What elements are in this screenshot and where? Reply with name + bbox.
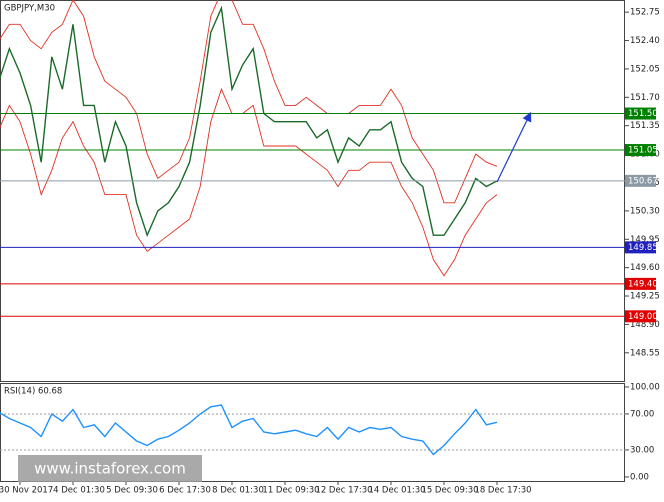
y-tick-label: 100.00 <box>630 382 660 392</box>
y-tick-label: 149.95 <box>630 235 660 245</box>
y-tick-label: 148.55 <box>630 348 660 358</box>
series-line <box>0 0 498 204</box>
level-label-box <box>625 107 656 120</box>
watermark: www.instaforex.com <box>34 460 186 478</box>
y-tick-label: 149.25 <box>630 292 660 302</box>
y-tick-label: 70.00 <box>630 409 654 419</box>
watermark-box <box>18 455 202 482</box>
x-tick-label: 4 Dec 01:30 <box>53 486 105 496</box>
y-tick-label: 152.75 <box>630 8 660 18</box>
series-line <box>0 87 498 277</box>
level-label: 151.05 <box>628 146 658 156</box>
x-tick-label: 6 Dec 17:30 <box>159 486 211 496</box>
level-label-box <box>625 144 656 157</box>
y-tick-label: 30.00 <box>630 445 654 455</box>
series-line <box>0 404 498 456</box>
forecast-arrow <box>496 111 532 183</box>
y-tick-label: 150.30 <box>630 206 660 216</box>
level-label-box <box>625 174 656 187</box>
price-panel <box>0 0 625 382</box>
level-label: 149.85 <box>628 243 658 253</box>
y-tick-label: 0.00 <box>630 472 649 482</box>
level-label: 151.50 <box>628 109 658 119</box>
x-tick-label: 18 Dec 17:30 <box>474 486 531 496</box>
x-tick-label: 12 Dec 17:30 <box>315 486 372 496</box>
level-label-box <box>625 277 656 290</box>
x-tick-label: 5 Dec 09:30 <box>106 486 158 496</box>
y-tick-label: 152.05 <box>630 64 660 74</box>
y-tick-label: 151.70 <box>630 93 660 103</box>
x-tick-label: 15 Dec 09:30 <box>421 486 478 496</box>
x-tick-label: 14 Dec 01:30 <box>368 486 425 496</box>
level-label-box <box>625 241 656 254</box>
y-tick-label: 148.90 <box>630 320 660 330</box>
level-label: 149.40 <box>628 279 658 289</box>
chart-title: GBPJPY,M30 <box>4 4 55 14</box>
level-label-box <box>625 310 656 323</box>
rsi-title: RSI(14) 60.68 <box>4 387 62 397</box>
level-label: 149.00 <box>628 312 658 322</box>
series-line <box>0 5 498 238</box>
x-tick-label: 11 Dec 09:30 <box>262 486 319 496</box>
y-tick-label: 152.40 <box>630 36 660 46</box>
level-label: 150.67 <box>628 176 658 186</box>
y-tick-label: 149.60 <box>630 263 660 273</box>
x-tick-label: 8 Dec 01:30 <box>212 486 264 496</box>
x-tick-label: 30 Nov 2017 <box>0 486 53 496</box>
y-tick-label: 151.35 <box>630 121 660 131</box>
